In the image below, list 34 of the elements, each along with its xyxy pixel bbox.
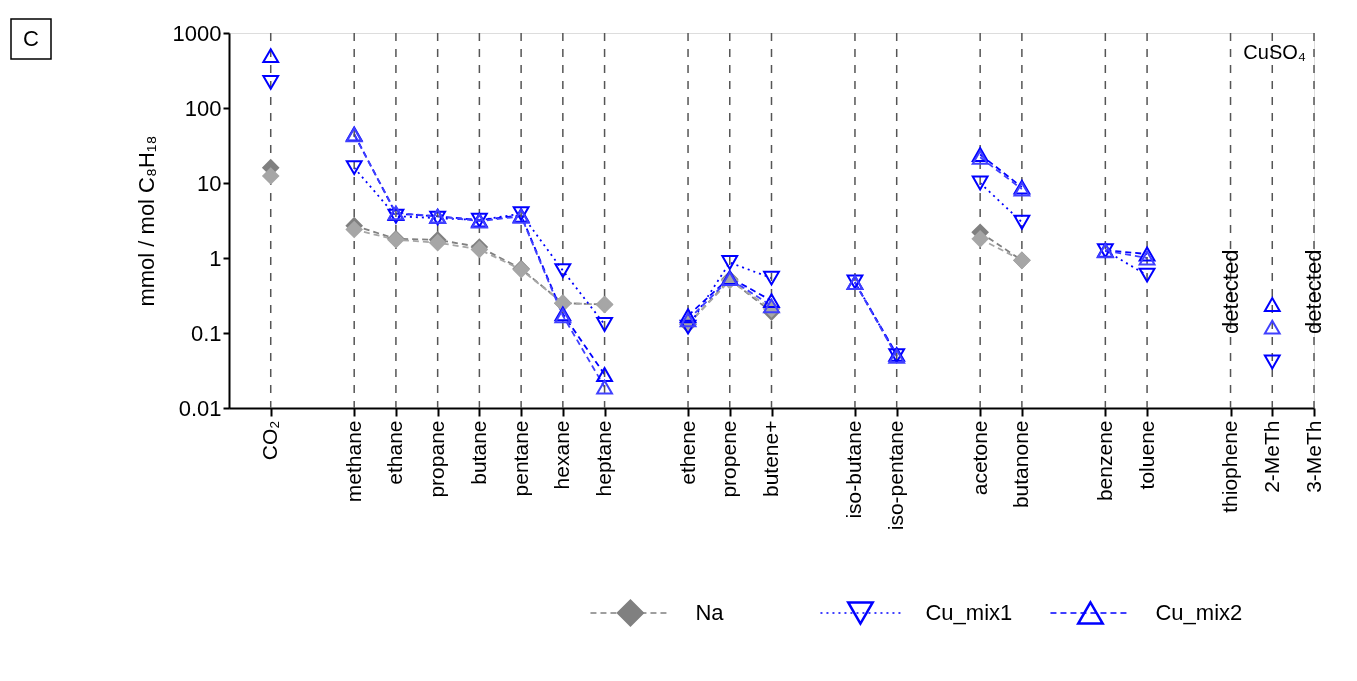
y-axis-title: mmol / mol C₈H₁₈: [133, 135, 159, 307]
text: C: [23, 26, 40, 51]
annotation: detected: [1217, 249, 1243, 334]
x-tick-label: pentane: [508, 420, 532, 497]
x-tick-label: ethane: [383, 420, 407, 485]
x-tick-label: acetone: [967, 420, 991, 496]
x-tick-label: iso-butane: [842, 420, 866, 519]
y-tick-label: 1: [209, 245, 222, 271]
y-tick-label: 100: [184, 95, 222, 121]
annotation: CuSO₄: [1243, 41, 1306, 63]
x-tick-label: thiophene: [1218, 420, 1242, 513]
annotation: detected: [1301, 249, 1326, 334]
x-tick-label: CO₂: [258, 420, 282, 461]
y-tick-label: 1000: [172, 20, 222, 46]
x-tick-label: propane: [425, 420, 449, 498]
y-tick-label: 0.01: [178, 395, 222, 421]
x-tick-label: ethene: [675, 420, 699, 485]
x-tick-label: benzene: [1092, 420, 1116, 502]
x-tick-label: 2-MeTh: [1259, 420, 1283, 493]
y-tick-label: 10: [197, 170, 222, 196]
x-tick-label: propene: [717, 420, 741, 498]
x-tick-label: hexane: [550, 420, 574, 490]
legend-label: Na: [695, 600, 725, 625]
x-tick-label: butane: [466, 420, 490, 485]
x-tick-label: heptane: [592, 420, 616, 497]
x-tick-label: butene+: [759, 420, 782, 497]
y-tick-label: 0.1: [190, 320, 222, 346]
x-tick-label: butanone: [1009, 420, 1033, 509]
x-tick-label: toluene: [1134, 420, 1158, 490]
legend-label: Cu_mix2: [1155, 600, 1243, 625]
x-tick-label: methane: [341, 420, 365, 503]
x-tick-label: 3-MeTh: [1301, 420, 1325, 493]
legend-label: Cu_mix1: [925, 600, 1013, 625]
x-tick-label: iso-pentane: [884, 420, 908, 531]
